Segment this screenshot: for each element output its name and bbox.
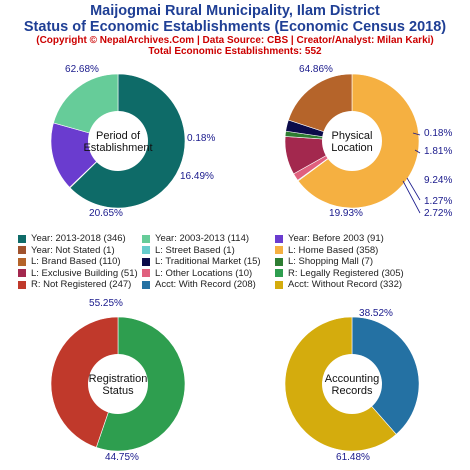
donut-chart-1: 62.68% 0.18% 16.49% 20.65% Period ofEstablis…	[50, 64, 215, 219]
slice-percent-label: 1.27%	[424, 196, 452, 207]
donut-center-label: Period of	[96, 130, 141, 142]
donut-center-label: Accounting	[325, 373, 379, 385]
legend-swatch	[275, 280, 283, 289]
legend-swatch	[275, 246, 283, 255]
legend-label: L: Street Based (1)	[155, 244, 235, 256]
legend-swatch	[18, 246, 26, 255]
legend-item: L: Brand Based (110)	[18, 256, 142, 267]
legend-item: Year: Not Stated (1)	[18, 245, 142, 256]
legend-swatch	[275, 234, 283, 243]
legend-item: L: Traditional Market (15)	[142, 256, 275, 267]
slice-percent-label: 20.65%	[89, 208, 123, 219]
legend-label: L: Traditional Market (15)	[155, 256, 261, 268]
legend-item: R: Legally Registered (305)	[275, 268, 408, 279]
slice-percent-label: 62.68%	[65, 64, 99, 75]
chart-header: Maijogmai Rural Municipality, Ilam Distr…	[0, 3, 470, 57]
legend-label: Year: 2003-2013 (114)	[155, 233, 250, 245]
donut-slice	[50, 316, 119, 448]
legend-item: L: Shopping Mall (7)	[275, 256, 408, 267]
slice-percent-label: 64.86%	[299, 64, 333, 75]
leader-line	[412, 132, 421, 136]
donut-center-label: Registration	[89, 373, 148, 385]
legend-label: Acct: With Record (208)	[155, 279, 256, 291]
legend: Year: 2013-2018 (346) Year: 2003-2013 (11…	[18, 233, 470, 291]
legend-row: R: Not Registered (247) Acct: With Record…	[18, 279, 470, 291]
slice-percent-label: 55.25%	[89, 298, 123, 309]
legend-item: Acct: With Record (208)	[142, 279, 275, 290]
legend-swatch	[18, 234, 26, 243]
legend-row: L: Brand Based (110) L: Traditional Marke…	[18, 256, 470, 268]
legend-item: Year: Before 2003 (91)	[275, 233, 408, 244]
slice-percent-label: 9.24%	[424, 175, 452, 186]
donut-hole	[88, 111, 148, 171]
legend-item: Year: 2013-2018 (346)	[18, 233, 142, 244]
slice-percent-label: 0.18%	[187, 133, 215, 144]
legend-swatch	[142, 257, 150, 266]
legend-label: R: Not Registered (247)	[31, 279, 132, 291]
title-line-2: Status of Economic Establishments (Econo…	[23, 19, 447, 35]
legend-swatch	[18, 280, 26, 289]
legend-label: Acct: Without Record (332)	[288, 279, 403, 291]
legend-swatch	[142, 234, 150, 243]
slice-percent-label: 2.72%	[424, 208, 452, 219]
legend-label: Year: 2013-2018 (346)	[31, 233, 126, 245]
legend-label: L: Brand Based (110)	[31, 256, 121, 268]
legend-item: L: Street Based (1)	[142, 245, 275, 256]
legend-swatch	[275, 257, 283, 266]
legend-item: L: Home Based (358)	[275, 245, 408, 256]
legend-row: Year: 2013-2018 (346) Year: 2003-2013 (11…	[18, 233, 470, 245]
donut-center-label: Establishment	[83, 142, 152, 154]
legend-label: Year: Not Stated (1)	[31, 244, 115, 256]
copyright-line: (Copyright © NepalArchives.Com | Data So…	[36, 35, 434, 46]
legend-label: L: Exclusive Building (51)	[31, 267, 138, 279]
donut-center-label: Records	[332, 385, 373, 397]
legend-swatch	[142, 280, 150, 289]
legend-row: Year: Not Stated (1) L: Street Based (1) L…	[18, 245, 470, 257]
legend-label: L: Shopping Mall (7)	[288, 256, 374, 268]
legend-label: L: Other Locations (10)	[155, 267, 253, 279]
slice-percent-label: 0.18%	[424, 128, 452, 139]
donut-chart-2: 64.86% 0.18% 1.81% 9.24% 1.27%2.72% 19.93% Phy…	[284, 64, 452, 219]
legend-item: L: Exclusive Building (51)	[18, 268, 142, 279]
donut-slice	[351, 316, 420, 435]
legend-swatch	[18, 257, 26, 266]
donut-hole	[322, 354, 382, 414]
leader-line	[402, 180, 421, 214]
legend-swatch	[142, 269, 150, 278]
legend-swatch	[142, 246, 150, 255]
donut-center-label: Location	[331, 142, 373, 154]
slice-percent-label: 38.52%	[359, 308, 393, 319]
legend-item: Year: 2003-2013 (114)	[142, 233, 275, 244]
slice-percent-label: 44.75%	[105, 452, 139, 463]
legend-label: L: Home Based (358)	[288, 244, 379, 256]
donut-center-label: Physical	[332, 130, 373, 142]
legend-label: R: Legally Registered (305)	[288, 267, 404, 279]
slice-percent-label: 61.48%	[336, 452, 370, 463]
legend-row: L: Exclusive Building (51) L: Other Locat…	[18, 268, 470, 280]
title-line-1: Maijogmai Rural Municipality, Ilam Distr…	[90, 3, 380, 19]
legend-swatch	[18, 269, 26, 278]
leader-line	[406, 177, 421, 201]
legend-item: Acct: Without Record (332)	[275, 279, 408, 290]
total-line: Total Economic Establishments: 552	[148, 46, 322, 57]
slice-percent-label: 19.93%	[329, 208, 363, 219]
donut-center-label: Status	[102, 385, 134, 397]
slice-percent-label: 16.49%	[180, 171, 214, 182]
legend-item: L: Other Locations (10)	[142, 268, 275, 279]
legend-item: R: Not Registered (247)	[18, 279, 142, 290]
leader-line	[414, 149, 421, 154]
legend-label: Year: Before 2003 (91)	[288, 233, 384, 245]
donut-hole	[88, 354, 148, 414]
legend-swatch	[275, 269, 283, 278]
slice-percent-label: 1.81%	[424, 146, 452, 157]
donut-hole	[322, 111, 382, 171]
